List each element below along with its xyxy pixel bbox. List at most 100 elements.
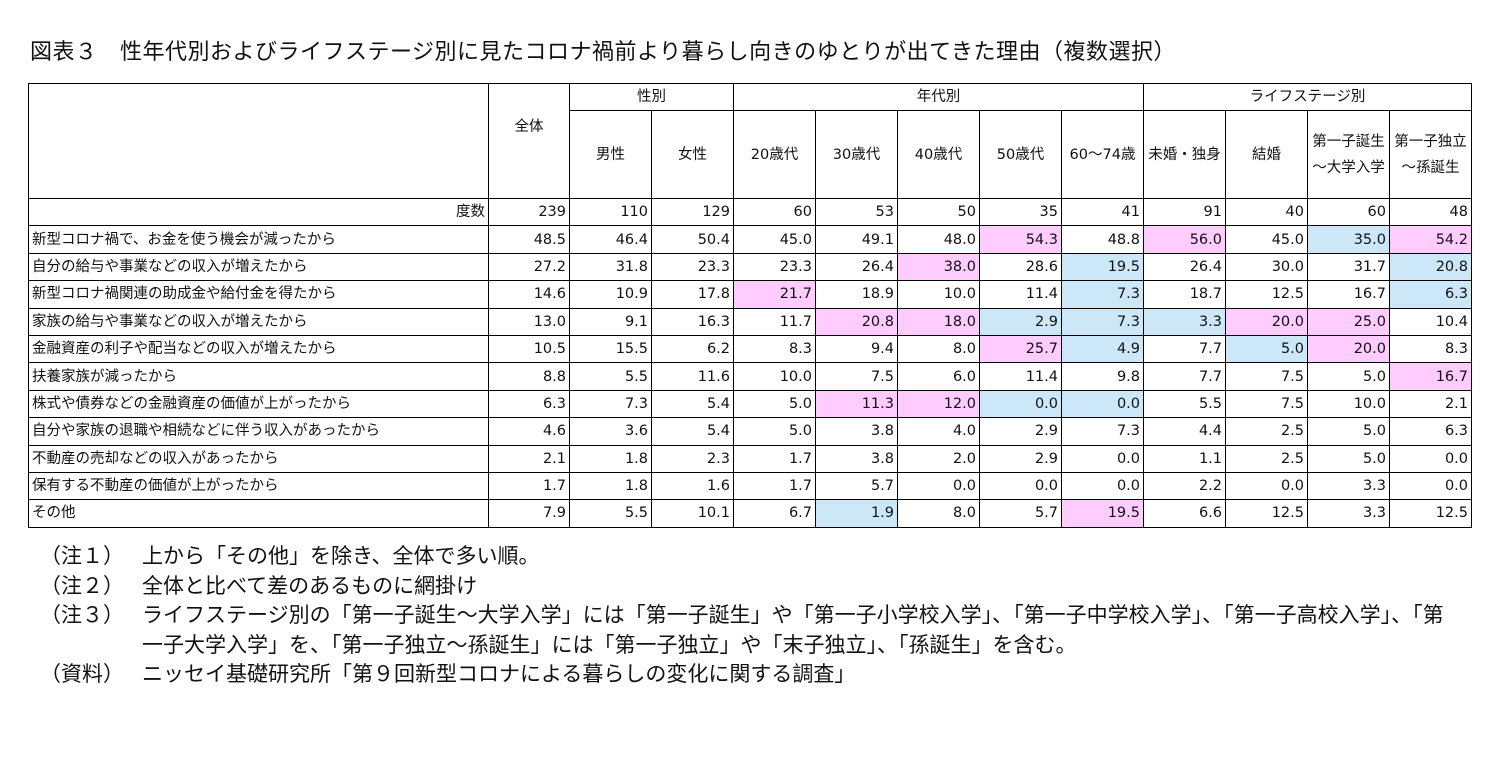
value-cell: 30.0 bbox=[1225, 252, 1308, 282]
note-label: （注１） bbox=[40, 544, 124, 568]
value-cell: 14.6 bbox=[488, 280, 570, 309]
group-header-age: 年代別 bbox=[733, 82, 1144, 112]
count-label: 度数 bbox=[28, 197, 489, 227]
value-cell: 5.0 bbox=[1307, 444, 1390, 473]
value-cell: 23.3 bbox=[651, 252, 734, 282]
value-cell: 7.5 bbox=[815, 362, 898, 391]
note-label: （資料） bbox=[40, 662, 124, 686]
group-header-life: ライフステージ別 bbox=[1143, 82, 1472, 112]
note-text: ニッセイ基礎研究所「第９回新型コロナによる暮らしの変化に関する調査」 bbox=[142, 662, 856, 686]
value-cell: 5.5 bbox=[569, 499, 652, 528]
value-cell: 11.4 bbox=[979, 280, 1062, 309]
value-cell: 0.0 bbox=[1389, 444, 1472, 473]
row-label: 扶養家族が減ったから bbox=[28, 362, 489, 391]
group-header-sex: 性別 bbox=[569, 82, 734, 112]
value-cell: 48.5 bbox=[488, 225, 570, 254]
value-cell: 23.3 bbox=[733, 252, 816, 282]
value-cell: 4.6 bbox=[488, 417, 570, 446]
value-cell: 11.3 bbox=[815, 389, 898, 419]
value-cell: 10.9 bbox=[569, 280, 652, 309]
value-cell: 15.5 bbox=[569, 334, 652, 364]
table-row: 不動産の売却などの収入があったから 2.1 1.8 2.3 1.7 3.8 2.0 2.9 0.… bbox=[28, 444, 1472, 473]
value-cell: 0.0 bbox=[979, 471, 1062, 501]
value-cell: 20.8 bbox=[1389, 252, 1472, 282]
col-header-total: 全体 bbox=[488, 83, 570, 199]
value-cell: 3.3 bbox=[1143, 307, 1226, 336]
value-cell: 10.0 bbox=[1307, 389, 1390, 419]
value-cell: 5.5 bbox=[569, 362, 652, 391]
value-cell: 18.7 bbox=[1143, 280, 1226, 309]
value-cell: 5.4 bbox=[651, 389, 734, 419]
value-cell: 10.1 bbox=[651, 499, 734, 528]
value-cell: 20.0 bbox=[1307, 334, 1390, 364]
row-label: その他 bbox=[28, 499, 489, 528]
value-cell: 49.1 bbox=[815, 225, 898, 254]
value-cell: 8.3 bbox=[733, 334, 816, 364]
col-header: 第一子誕生～大学入学 bbox=[1307, 110, 1390, 199]
value-cell: 1.7 bbox=[488, 471, 570, 501]
count-cell: 40 bbox=[1225, 197, 1308, 227]
col-header: 第一子独立～孫誕生 bbox=[1389, 110, 1472, 199]
value-cell: 0.0 bbox=[979, 389, 1062, 419]
col-header: 男性 bbox=[569, 110, 652, 199]
value-cell: 4.4 bbox=[1143, 417, 1226, 446]
row-label: 金融資産の利子や配当などの収入が増えたから bbox=[28, 334, 489, 364]
table-row: 金融資産の利子や配当などの収入が増えたから 10.5 15.5 6.2 8.3 9.4 8.… bbox=[28, 334, 1472, 364]
value-cell: 3.6 bbox=[569, 417, 652, 446]
count-cell: 50 bbox=[897, 197, 980, 227]
value-cell: 45.0 bbox=[1225, 225, 1308, 254]
value-cell: 2.3 bbox=[651, 444, 734, 473]
count-cell: 60 bbox=[733, 197, 816, 227]
value-cell: 5.4 bbox=[651, 417, 734, 446]
value-cell: 6.7 bbox=[733, 499, 816, 528]
value-cell: 10.5 bbox=[488, 334, 570, 364]
value-cell: 6.3 bbox=[1389, 280, 1472, 309]
note-text: 全体と比べて差のあるものに網掛け bbox=[142, 573, 478, 598]
value-cell: 3.3 bbox=[1307, 499, 1390, 528]
value-cell: 7.5 bbox=[1225, 389, 1308, 419]
col-header: 未婚・独身 bbox=[1143, 110, 1226, 199]
col-header: 20歳代 bbox=[733, 110, 816, 199]
value-cell: 26.4 bbox=[1143, 252, 1226, 282]
value-cell: 2.1 bbox=[1389, 389, 1472, 419]
count-cell: 48 bbox=[1389, 197, 1472, 227]
col-header: 40歳代 bbox=[897, 110, 980, 199]
value-cell: 13.0 bbox=[488, 307, 570, 336]
value-cell: 1.7 bbox=[733, 444, 816, 473]
value-cell: 18.0 bbox=[897, 307, 980, 336]
value-cell: 5.0 bbox=[733, 417, 816, 446]
value-cell: 1.8 bbox=[569, 444, 652, 473]
note-item: （注３） ライフステージ別の「第一子誕生～大学入学」には「第一子誕生」や「第一子小… bbox=[40, 601, 1462, 660]
value-cell: 16.7 bbox=[1389, 362, 1472, 391]
value-cell: 20.8 bbox=[815, 307, 898, 336]
count-cell: 129 bbox=[651, 197, 734, 227]
value-cell: 5.0 bbox=[1225, 334, 1308, 364]
value-cell: 12.5 bbox=[1225, 280, 1308, 309]
note-text: ライフステージ別の「第一子誕生～大学入学」には「第一子誕生」や「第一子小学校入学… bbox=[142, 603, 1444, 657]
table-row: 新型コロナ禍で、お金を使う機会が減ったから 48.5 46.4 50.4 45.0 49.… bbox=[28, 225, 1472, 254]
row-label: 自分の給与や事業などの収入が増えたから bbox=[28, 252, 489, 282]
value-cell: 19.5 bbox=[1061, 252, 1144, 282]
note-item: （注２） 全体と比べて差のあるものに網掛け bbox=[40, 572, 1462, 602]
value-cell: 50.4 bbox=[651, 225, 734, 254]
row-label: 保有する不動産の価値が上がったから bbox=[28, 471, 489, 501]
row-label: 新型コロナ禍関連の助成金や給付金を得たから bbox=[28, 280, 489, 309]
value-cell: 7.3 bbox=[1061, 307, 1144, 336]
value-cell: 11.6 bbox=[651, 362, 734, 391]
row-label: 家族の給与や事業などの収入が増えたから bbox=[28, 307, 489, 336]
value-cell: 6.0 bbox=[897, 362, 980, 391]
value-cell: 10.0 bbox=[897, 280, 980, 309]
value-cell: 35.0 bbox=[1307, 225, 1390, 254]
value-cell: 7.3 bbox=[1061, 280, 1144, 309]
value-cell: 45.0 bbox=[733, 225, 816, 254]
value-cell: 9.1 bbox=[569, 307, 652, 336]
table-row: その他 7.9 5.5 10.1 6.7 1.9 8.0 5.7 19.5 6.6 12.5 3.3 1… bbox=[28, 499, 1472, 528]
col-header: 50歳代 bbox=[979, 110, 1062, 199]
value-cell: 5.0 bbox=[733, 389, 816, 419]
value-cell: 6.6 bbox=[1143, 499, 1226, 528]
count-cell: 53 bbox=[815, 197, 898, 227]
figure-title: 図表３ 性年代別およびライフステージ別に見たコロナ禍前より暮らし向きのゆとりが出… bbox=[30, 40, 1176, 65]
notes: （注１） 上から「その他」を除き、全体で多い順。 （注２） 全体と比べて差のあるものに… bbox=[40, 542, 1462, 690]
value-cell: 46.4 bbox=[569, 225, 652, 254]
count-cell: 91 bbox=[1143, 197, 1226, 227]
